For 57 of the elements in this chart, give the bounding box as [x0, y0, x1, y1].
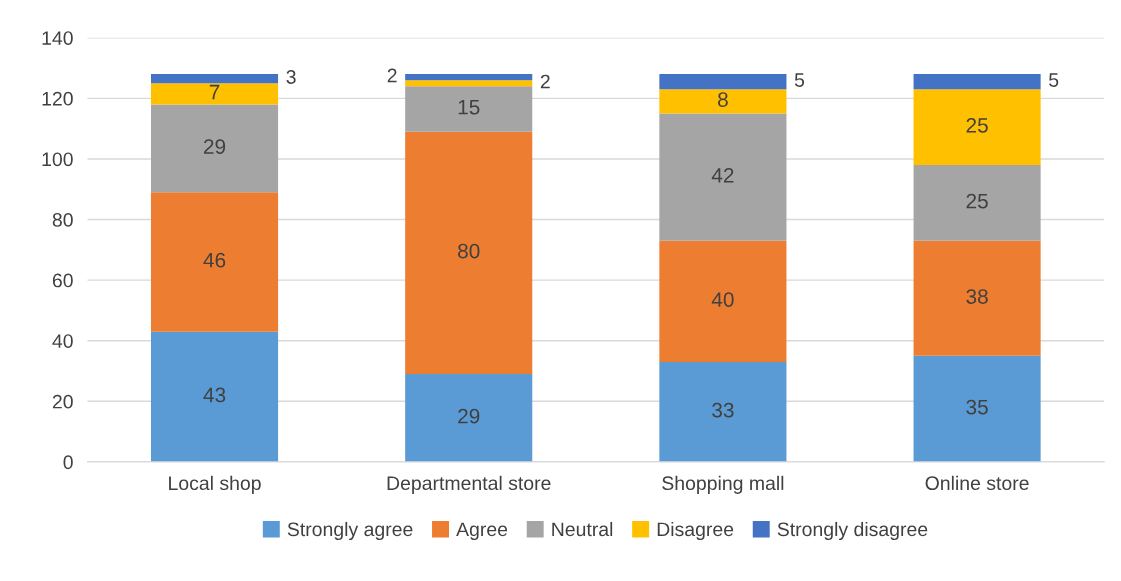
data-label: 3 — [286, 70, 296, 84]
bar — [659, 89, 787, 114]
y-tick-label: 80 — [52, 213, 73, 227]
bar — [659, 240, 787, 362]
x-tick-label: Departmental store — [387, 475, 551, 494]
legend-label: Neutral — [552, 521, 613, 537]
data-label: 25 — [966, 193, 988, 209]
y-tick-label: 60 — [52, 273, 73, 288]
bar — [913, 165, 1041, 241]
data-label: 2 — [540, 74, 550, 89]
legend-label: Strongly agree — [287, 521, 413, 541]
data-label: 46 — [203, 252, 226, 268]
bar — [659, 74, 787, 90]
bar — [913, 355, 1041, 462]
bar — [150, 192, 279, 332]
bar — [405, 131, 533, 375]
data-label: 8 — [718, 92, 728, 107]
data-label: 43 — [203, 387, 226, 403]
bar — [150, 104, 279, 193]
bar — [150, 331, 279, 462]
bar — [150, 74, 279, 84]
data-label: 7 — [209, 84, 220, 100]
legend-label: Disagree — [657, 521, 734, 541]
data-label: 80 — [458, 243, 480, 259]
data-label: 29 — [458, 408, 480, 424]
y-tick-label: 140 — [42, 31, 73, 45]
y-tick-label: 120 — [42, 91, 73, 106]
bar — [913, 240, 1041, 356]
bar — [150, 83, 279, 105]
data-label: 40 — [711, 292, 734, 307]
data-label: 33 — [712, 402, 734, 418]
x-tick-label: Shopping mall — [662, 475, 784, 494]
data-label: 15 — [458, 100, 480, 115]
legend-label: Strongly disagree — [777, 521, 928, 541]
data-label: 38 — [966, 289, 988, 304]
data-label: 5 — [794, 73, 805, 87]
legend-label: Agree — [456, 522, 508, 541]
bar — [405, 374, 533, 462]
data-label: 25 — [966, 117, 988, 133]
y-tick-label: 0 — [63, 455, 73, 470]
bar — [913, 74, 1041, 90]
bar — [913, 89, 1041, 165]
bar — [405, 74, 533, 81]
x-tick-label: Local shop — [169, 475, 261, 494]
bar — [405, 86, 533, 132]
x-tick-label: Online store — [925, 475, 1029, 491]
bar — [659, 361, 787, 462]
data-label: 5 — [1049, 73, 1059, 87]
y-tick-label: 20 — [52, 394, 73, 409]
data-label: 35 — [966, 399, 988, 415]
data-label: 29 — [203, 139, 226, 154]
data-label: 2 — [387, 68, 397, 83]
y-tick-label: 40 — [52, 334, 73, 348]
data-label: 42 — [711, 167, 734, 183]
y-tick-label: 100 — [42, 152, 73, 167]
bar — [405, 80, 533, 87]
bar — [659, 113, 787, 241]
